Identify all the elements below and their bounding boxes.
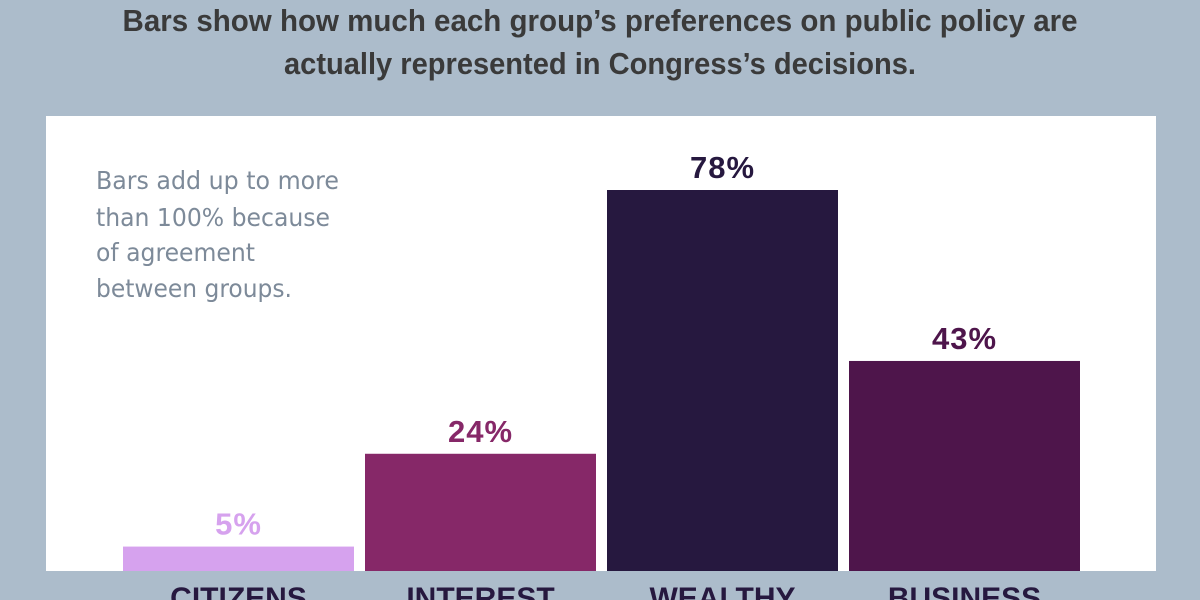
- category-label: BUSINESS: [888, 582, 1041, 600]
- value-label: 5%: [215, 507, 262, 542]
- value-label: 24%: [448, 414, 513, 449]
- category-label: INTEREST: [406, 582, 554, 600]
- bars: 5% CITIZENS 24% INTEREST 78% WEALTHY 43% BUSINE…: [123, 150, 1080, 600]
- value-label: 78%: [690, 150, 755, 185]
- chart-title-line-1: Bars show how much each group’s preferen…: [123, 3, 1078, 38]
- bar-business: [849, 360, 1080, 571]
- note-line: of agreement: [96, 238, 255, 267]
- bar-citizens: [123, 546, 354, 571]
- note-line: between groups.: [96, 274, 292, 303]
- note-line: than 100% because: [96, 203, 330, 232]
- bar-wealthy: [607, 190, 838, 571]
- chart-title-line-2: actually represented in Congress’s decis…: [284, 46, 916, 81]
- note-line: Bars add up to more: [96, 166, 339, 195]
- bar-interest: [365, 453, 596, 571]
- annotation-note: Bars add up to more than 100% because of…: [96, 166, 339, 303]
- value-label: 43%: [932, 321, 997, 356]
- category-label: WEALTHY: [649, 582, 795, 600]
- category-label: CITIZENS: [170, 582, 307, 600]
